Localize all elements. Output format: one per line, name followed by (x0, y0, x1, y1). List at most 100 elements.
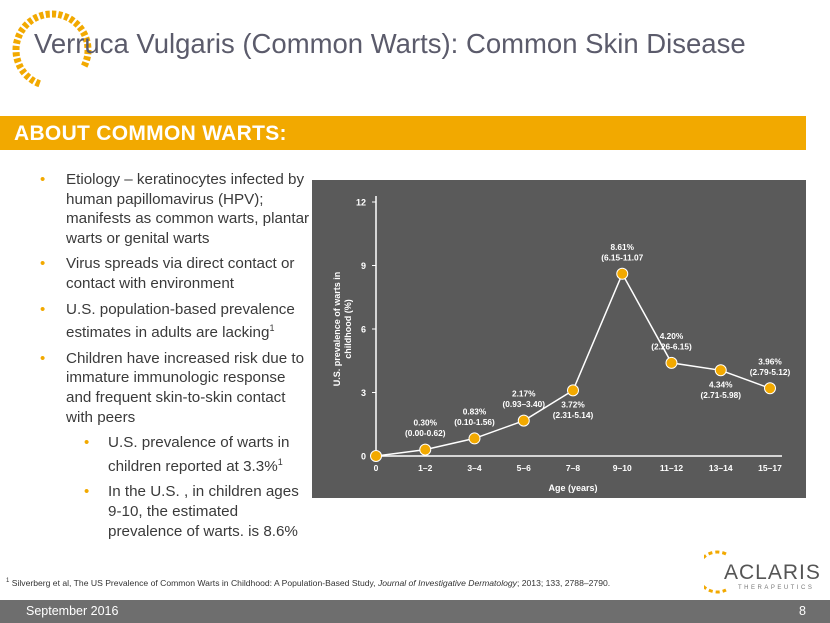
bullet-item: U.S. population-based prevalence estimat… (30, 300, 312, 343)
ring-segment (57, 11, 64, 19)
ring-segment (76, 24, 85, 33)
data-label-line: 4.34% (709, 379, 733, 389)
x-axis-label: Age (years) (548, 483, 597, 493)
data-label-line: 3.96% (758, 356, 782, 366)
data-point (419, 443, 432, 456)
bullet-text: Children have increased risk due to imma… (66, 349, 305, 426)
y-tick-label: 0 (361, 452, 366, 462)
aclaris-logo: ACLARIS THERAPEUTICS (704, 550, 821, 594)
reference-marker: 1 (269, 323, 275, 334)
section-banner: ABOUT COMMON WARTS: (0, 116, 806, 150)
x-tick-label: 9–10 (613, 463, 632, 473)
chart-background (312, 180, 806, 498)
x-tick-label: 0 (374, 463, 379, 473)
ring-segment (17, 26, 26, 34)
data-point (665, 356, 678, 369)
bullet-item: Etiology – keratinocytes infected by hum… (30, 170, 312, 248)
data-label: 4.34% (2.71-5.98) (700, 379, 741, 400)
y-tick-label: 12 (356, 198, 366, 208)
y-tick-label: 9 (361, 261, 366, 271)
logo-ring-icon (12, 10, 92, 88)
bullet-text: U.S. prevalence of warts in children rep… (108, 434, 290, 475)
ring-segment (63, 12, 70, 21)
bullet-text: Etiology – keratinocytes infected by hum… (66, 171, 310, 247)
ring-segment (13, 57, 22, 64)
sub-bullet-item: In the U.S. , in children ages 9-10, the… (30, 482, 312, 541)
footer-bar: September 2016 8 (0, 600, 830, 623)
sub-bullet-item: U.S. prevalence of warts in children rep… (30, 433, 312, 476)
data-label-line: 0.83% (463, 406, 487, 416)
data-label-line: (2.26-6.15) (651, 341, 692, 351)
reference-marker: 1 (277, 456, 283, 467)
data-label-line: (2.79-5.12) (750, 367, 791, 377)
ring-segment (19, 67, 28, 76)
bullet-item: Children have increased risk due to imma… (30, 349, 312, 427)
ring-segment (82, 36, 91, 43)
data-point (714, 364, 727, 377)
data-point (567, 384, 579, 397)
y-axis-label-line: U.S. prevalence of warts in (332, 272, 342, 387)
data-label: 3.72% (2.31-5.14) (553, 399, 594, 420)
ring-segment (72, 19, 81, 28)
ring-segment (83, 55, 91, 62)
y-tick-label: 6 (361, 325, 366, 335)
data-label: 4.20% (2.26-6.15) (651, 331, 692, 352)
ring-segment (28, 76, 36, 85)
data-label-line: (2.71-5.98) (700, 390, 741, 400)
bullet-item: Virus spreads via direct contact or cont… (30, 254, 312, 293)
ring-segment (14, 32, 23, 39)
data-label-line: (2.31-5.14) (553, 410, 594, 420)
data-label-line: 3.72% (561, 399, 585, 409)
data-label: 8.61% (6.15-11.07 (601, 242, 643, 263)
y-axis-label-line: childhood (%) (343, 299, 353, 359)
data-label: 0.83% (0.10-1.56) (454, 406, 495, 427)
footnote: 1 Silverberg et al, The US Prevalence of… (6, 578, 610, 588)
data-label-line: 8.61% (610, 242, 634, 252)
bullet-text: U.S. population-based prevalence estimat… (66, 300, 295, 342)
data-point (616, 267, 629, 280)
x-tick-label: 5–6 (517, 463, 531, 473)
data-label-line: (0.10-1.56) (454, 417, 495, 427)
data-label: 3.96% (2.79-5.12) (750, 356, 791, 377)
ring-segment (68, 15, 76, 24)
footer-date: September 2016 (26, 604, 119, 618)
ring-segment (23, 72, 32, 81)
footnote-journal: Journal of Investigative Dermatology (377, 578, 517, 588)
ring-segment (34, 79, 41, 88)
y-tick-label: 3 (361, 388, 366, 398)
ring-segment (13, 38, 21, 45)
ring-segment (26, 17, 35, 26)
data-point (764, 382, 776, 395)
bullet-list: Etiology – keratinocytes infected by hum… (30, 170, 312, 547)
ring-segment (80, 30, 89, 38)
prevalence-chart: 0 3 6 9 12 0 1–2 3–4 5–6 7–8 9–10 11–12 13–14 15–17 Ag… (312, 180, 806, 498)
data-point (517, 414, 530, 427)
x-tick-label: 15–17 (758, 463, 782, 473)
footnote-marker: 1 (6, 578, 10, 585)
data-label-line: 2.17% (512, 389, 536, 399)
page-title: Verruca Vulgaris (Common Warts): Common … (34, 28, 746, 59)
x-tick-label: 1–2 (418, 463, 432, 473)
ring-segment (21, 21, 30, 30)
data-label-line: 0.30% (413, 418, 437, 428)
bullet-text: In the U.S. , in children ages 9-10, the… (108, 483, 299, 540)
footnote-text: Silverberg et al, The US Prevalence of C… (9, 578, 378, 588)
logo-swoosh-icon (704, 550, 727, 594)
data-label: 2.17% (0.93–3.40) (503, 389, 546, 410)
y-axis-label: U.S. prevalence of warts inchildhood (%) (332, 272, 353, 387)
data-label-line: (6.15-11.07 (601, 252, 643, 262)
ring-segment (32, 13, 40, 22)
ring-segment (81, 61, 90, 68)
page-number: 8 (799, 604, 806, 618)
ring-segment (38, 11, 45, 20)
bullet-text: Virus spreads via direct contact or cont… (66, 255, 295, 292)
logo-wordmark: ACLARIS (724, 561, 821, 584)
x-tick-label: 7–8 (566, 463, 580, 473)
data-point (468, 432, 481, 445)
x-tick-label: 13–14 (709, 463, 733, 473)
ring-segment (15, 62, 24, 70)
footnote-rest: ; 2013; 133, 2788–2790. (516, 578, 611, 588)
x-tick-label: 11–12 (660, 463, 683, 473)
data-label-line: (0.00-0.62) (405, 428, 446, 438)
data-point (370, 450, 382, 462)
